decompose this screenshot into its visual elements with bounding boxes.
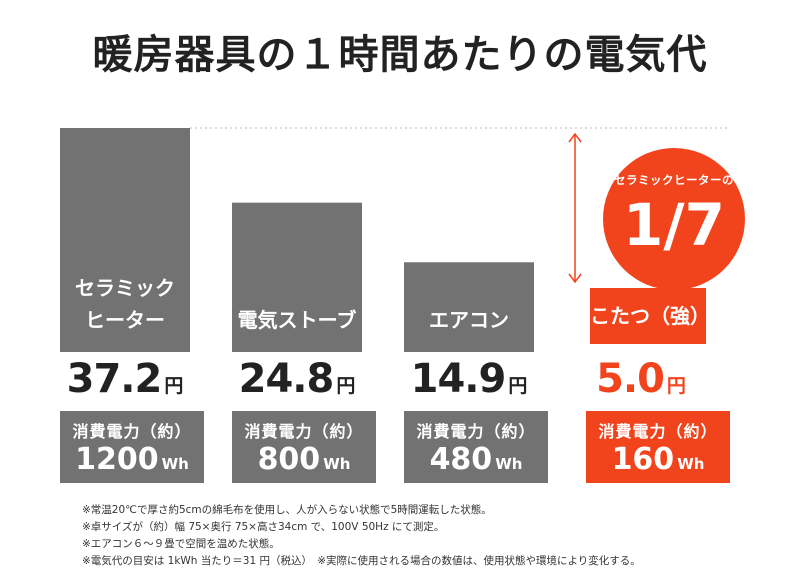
ratio-badge-text: セラミックヒーターの	[614, 173, 734, 187]
data-label: 14.9 円	[383, 356, 555, 402]
bar-3	[590, 288, 706, 344]
bar-label: セラミック ヒーター	[60, 272, 190, 336]
cost-value: 24.8	[238, 356, 335, 402]
cost-value: 5.0	[596, 356, 665, 402]
power-unit: Wh	[161, 455, 189, 473]
power-label: 消費電力（約）	[72, 422, 192, 441]
footnote: ※電気代の目安は 1kWh 当たり＝31 円（税込） ※実際に使用される場合の数…	[82, 555, 641, 567]
arrow-head-bottom	[568, 273, 582, 284]
bar-label: こたつ（強）	[590, 300, 710, 332]
power-value: 160	[611, 442, 675, 477]
cost-unit: 円	[666, 375, 686, 397]
power-unit: Wh	[495, 455, 523, 473]
chart-title: 暖房器具の１時間あたりの電気代	[92, 32, 708, 78]
bar-label-line: セラミック	[75, 276, 175, 300]
ratio-badge-fraction: 1/7	[623, 191, 725, 259]
power-label: 消費電力（約）	[598, 422, 718, 441]
power-label: 消費電力（約）	[416, 422, 536, 441]
footnotes: ※常温20℃で厚さ約5cmの綿毛布を使用し、人が入らない状態で5時間運転した状態…	[82, 502, 641, 570]
cost-unit: 円	[336, 375, 356, 397]
power-unit: Wh	[677, 455, 705, 473]
power-value: 480	[429, 442, 493, 477]
bar-1	[232, 202, 362, 352]
bar-label-line: エアコン	[429, 308, 509, 332]
footnote: ※常温20℃で厚さ約5cmの綿毛布を使用し、人が入らない状態で5時間運転した状態…	[82, 504, 492, 516]
power-box: 消費電力（約） 160 Wh	[586, 411, 730, 483]
cost-value: 37.2	[66, 356, 163, 402]
data-label: 37.2 円	[39, 356, 211, 402]
bar-2	[404, 262, 534, 352]
power-label: 消費電力（約）	[244, 422, 364, 441]
footnote: ※卓サイズが（約）幅 75×奥行 75×高さ34cm で、100V 50Hz に…	[82, 521, 445, 533]
power-box: 消費電力（約） 800 Wh	[232, 411, 376, 483]
power-value: 1200	[75, 442, 159, 477]
cost-unit: 円	[164, 375, 184, 397]
arrow-head-top	[568, 132, 582, 143]
data-label: 24.8 円	[211, 356, 383, 402]
ratio-badge: セラミックヒーターの 1/7	[603, 148, 745, 290]
cost-unit: 円	[508, 375, 528, 397]
bar-0	[60, 128, 190, 352]
bar-label-line: 電気ストーブ	[237, 308, 357, 332]
power-box: 消費電力（約） 1200 Wh	[60, 411, 204, 483]
cost-value: 14.9	[410, 356, 507, 402]
footnote: ※エアコン６～９畳で空間を温めた状態。	[82, 538, 280, 550]
bar-label-line: こたつ（強）	[590, 304, 710, 328]
bar-label: 電気ストーブ	[232, 304, 362, 336]
power-unit: Wh	[323, 455, 351, 473]
bar-label: エアコン	[404, 304, 534, 336]
power-box: 消費電力（約） 480 Wh	[404, 411, 548, 483]
data-label: 5.0 円	[555, 356, 727, 402]
bar-label-line: ヒーター	[85, 308, 165, 332]
power-value: 800	[257, 442, 321, 477]
